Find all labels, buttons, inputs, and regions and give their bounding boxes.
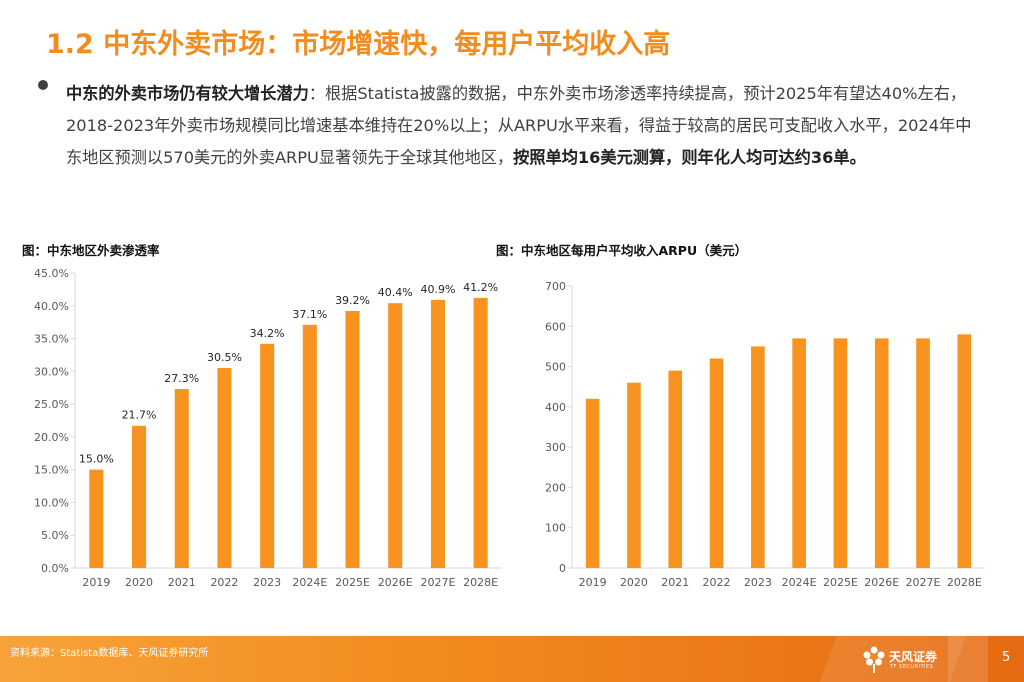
data-label: 41.2% [463, 281, 498, 294]
x-tick-label: 2027E [906, 576, 941, 589]
x-tick-label: 2027E [420, 576, 455, 589]
page-number: 5 [1002, 650, 1011, 665]
footer-decoration [948, 636, 988, 682]
bar [430, 299, 445, 568]
x-tick-label: 2026E [378, 576, 413, 589]
data-label: 27.3% [164, 372, 199, 385]
x-tick-label: 2022 [210, 576, 238, 589]
bar [751, 346, 765, 568]
data-label: 40.4% [378, 286, 413, 299]
x-tick-label: 2025E [823, 576, 858, 589]
summary-paragraph: 中东的外卖市场仍有较大增长潜力：根据Statista披露的数据，中东外卖市场渗透… [66, 78, 986, 174]
y-tick-label: 10.0% [34, 496, 69, 509]
bar [585, 398, 600, 568]
y-tick-label: 35.0% [34, 333, 69, 346]
x-tick-label: 2028E [947, 576, 982, 589]
y-tick-label: 600 [545, 320, 566, 333]
x-tick-label: 2028E [463, 576, 498, 589]
source-note: 资料来源：Statista数据库、天风证券研究所 [10, 648, 209, 659]
bar [833, 338, 848, 568]
bar [345, 311, 360, 568]
data-label: 21.7% [122, 409, 157, 422]
x-tick-label: 2019 [579, 576, 607, 589]
y-tick-label: 700 [545, 280, 566, 293]
logo-text: 天风证券 [889, 650, 938, 664]
bar [132, 425, 147, 568]
logo-subtext: TF SECURITIES [890, 664, 934, 670]
y-tick-label: 25.0% [34, 398, 69, 411]
chart-title-arpu: 图：中东地区每用户平均收入ARPU（美元） [496, 243, 748, 258]
bar [302, 324, 317, 568]
bar [89, 469, 104, 568]
y-tick-label: 100 [545, 522, 566, 535]
bar [174, 389, 189, 568]
y-tick-label: 200 [545, 481, 566, 494]
bar [473, 297, 488, 568]
x-tick-label: 2020 [620, 576, 648, 589]
data-label: 30.5% [207, 351, 242, 364]
x-tick-label: 2024E [782, 576, 817, 589]
x-tick-label: 2024E [292, 576, 327, 589]
flower-logo-icon [863, 646, 885, 673]
x-tick-label: 2021 [661, 576, 689, 589]
x-tick-label: 2021 [168, 576, 196, 589]
bullet-dot [38, 80, 48, 90]
y-tick-label: 300 [545, 441, 566, 454]
summary-emphasis: 按照单均16美元测算，则年化人均可达约36单。 [513, 148, 866, 167]
x-tick-label: 2023 [253, 576, 281, 589]
x-tick-label: 2019 [82, 576, 110, 589]
y-tick-label: 45.0% [34, 267, 69, 280]
x-tick-label: 2022 [703, 576, 731, 589]
x-tick-label: 2020 [125, 576, 153, 589]
y-tick-label: 15.0% [34, 464, 69, 477]
x-tick-label: 2026E [864, 576, 899, 589]
y-tick-label: 500 [545, 361, 566, 374]
x-tick-label: 2023 [744, 576, 772, 589]
company-logo: 天风证券 TF SECURITIES [862, 644, 952, 676]
bar [217, 368, 232, 568]
bar [388, 303, 403, 568]
chart-title-penetration: 图：中东地区外卖渗透率 [22, 243, 160, 258]
data-label: 40.9% [420, 283, 455, 296]
arpu-chart: 0 100 200 300 400 500 600 700 2019 2020 2021 2022 20… [545, 280, 985, 589]
bar [709, 358, 724, 568]
y-tick-label: 40.0% [34, 300, 69, 313]
y-tick-label: 400 [545, 401, 566, 414]
data-label: 15.0% [79, 453, 114, 466]
bar [957, 334, 972, 568]
bar [627, 382, 641, 568]
y-tick-label: 5.0% [41, 529, 69, 542]
bar [668, 370, 683, 568]
x-tick-label: 2025E [335, 576, 370, 589]
page-title: 1.2 中东外卖市场：市场增速快，每用户平均收入高 [46, 29, 671, 60]
bar [260, 343, 275, 568]
bar [874, 338, 889, 568]
y-tick-label: 20.0% [34, 431, 69, 444]
data-label: 34.2% [250, 327, 285, 340]
y-tick-label: 0.0% [41, 562, 69, 575]
penetration-chart: 0.0% 5.0% 10.0% 15.0% 20.0% 25.0% 30.0% 35.0% 40… [34, 267, 502, 589]
y-tick-label: 0 [559, 562, 566, 575]
data-label: 37.1% [292, 308, 327, 321]
y-tick-label: 30.0% [34, 365, 69, 378]
bar [916, 338, 930, 568]
summary-lead: 中东的外卖市场仍有较大增长潜力 [66, 84, 309, 103]
bar [792, 338, 806, 568]
data-label: 39.2% [335, 294, 370, 307]
footer-bar: 资料来源：Statista数据库、天风证券研究所 天风证券 TF SECURIT… [0, 636, 1024, 682]
summary-text: ：根据Statista披露的数据，中东外卖市场渗透率持续提高，预计2025年有望… [66, 84, 972, 167]
